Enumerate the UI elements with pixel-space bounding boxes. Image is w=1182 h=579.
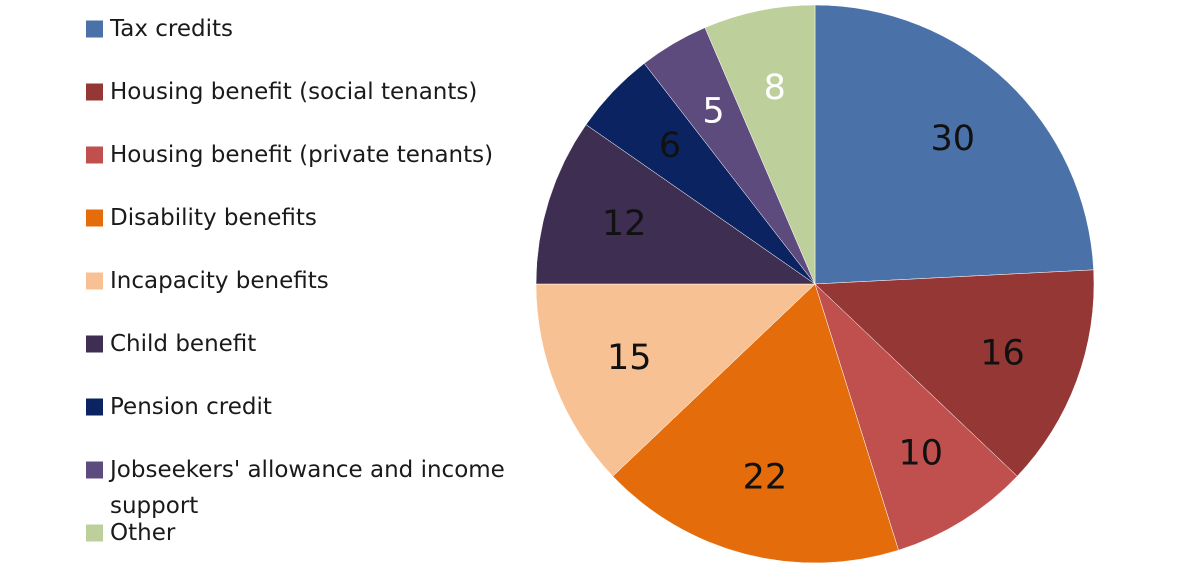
legend-label: Other [110, 520, 176, 546]
legend-swatch [86, 335, 103, 353]
pie-slice-incapacity-benefits [535, 283, 816, 477]
legend-label: support [110, 493, 198, 519]
slice-value-label-pension-credit: 6 [659, 126, 681, 166]
legend-item-other: Other [86, 520, 176, 546]
legend-swatch [86, 209, 103, 227]
legend-swatch [86, 524, 103, 542]
legend-item-housing-benefit-private-tenants: Housing benefit (private tenants) [86, 142, 493, 168]
legend-item-tax-credits: Tax credits [86, 16, 233, 42]
legend-swatch [86, 20, 103, 38]
legend-swatch [86, 83, 103, 101]
pie-slice-other [704, 4, 816, 285]
legend-item-child-benefit: Child benefit [86, 331, 256, 357]
legend-swatch [86, 461, 103, 479]
legend-label: Pension credit [110, 394, 272, 420]
legend-item-housing-benefit-social-tenants: Housing benefit (social tenants) [86, 79, 477, 105]
legend-item-disability-benefits: Disability benefits [86, 205, 317, 231]
legend-label: Jobseekers' allowance and income [108, 457, 505, 483]
slice-value-label-tax-credits: 30 [931, 119, 976, 159]
legend-swatch [86, 398, 103, 416]
slice-value-label-housing-benefit-private-tenants: 10 [899, 434, 944, 474]
legend-label: Disability benefits [110, 205, 317, 231]
pie-slices [535, 4, 1095, 564]
legend-item-incapacity-benefits: Incapacity benefits [86, 268, 329, 294]
legend-label: Child benefit [110, 331, 256, 357]
slice-value-label-disability-benefits: 22 [743, 458, 788, 498]
slice-value-label-housing-benefit-social-tenants: 16 [980, 333, 1025, 373]
slice-value-label-incapacity-benefits: 15 [607, 338, 652, 378]
legend-label: Incapacity benefits [110, 268, 329, 294]
legend-label: Housing benefit (social tenants) [110, 79, 477, 105]
slice-value-label-jobseekers-allowance-and-income-support: 5 [702, 92, 724, 132]
legend-item-jobseekers-allowance-and-income-support: Jobseekers' allowance and income support [86, 457, 505, 519]
legend-swatch [86, 146, 103, 164]
legend-item-pension-credit: Pension credit [86, 394, 272, 420]
slice-value-label-child-benefit: 12 [602, 204, 647, 244]
pie-slice-disability-benefits [612, 283, 899, 564]
legend-swatch [86, 272, 103, 290]
pie-slice-child-benefit [535, 124, 816, 285]
slice-labels: 30 16 10 22 15 12 658 [602, 68, 1025, 498]
pie-slice-housing-benefit-private-tenants [814, 283, 1018, 551]
slice-value-label-other: 8 [764, 68, 786, 108]
legend-label: Housing benefit (private tenants) [110, 142, 493, 168]
pie-slice-housing-benefit-social-tenants [814, 269, 1095, 477]
legend: Tax credits Housing benefit (social tenan… [86, 16, 505, 546]
pie-slice-tax-credits [814, 4, 1094, 285]
legend-label: Tax credits [109, 16, 233, 42]
